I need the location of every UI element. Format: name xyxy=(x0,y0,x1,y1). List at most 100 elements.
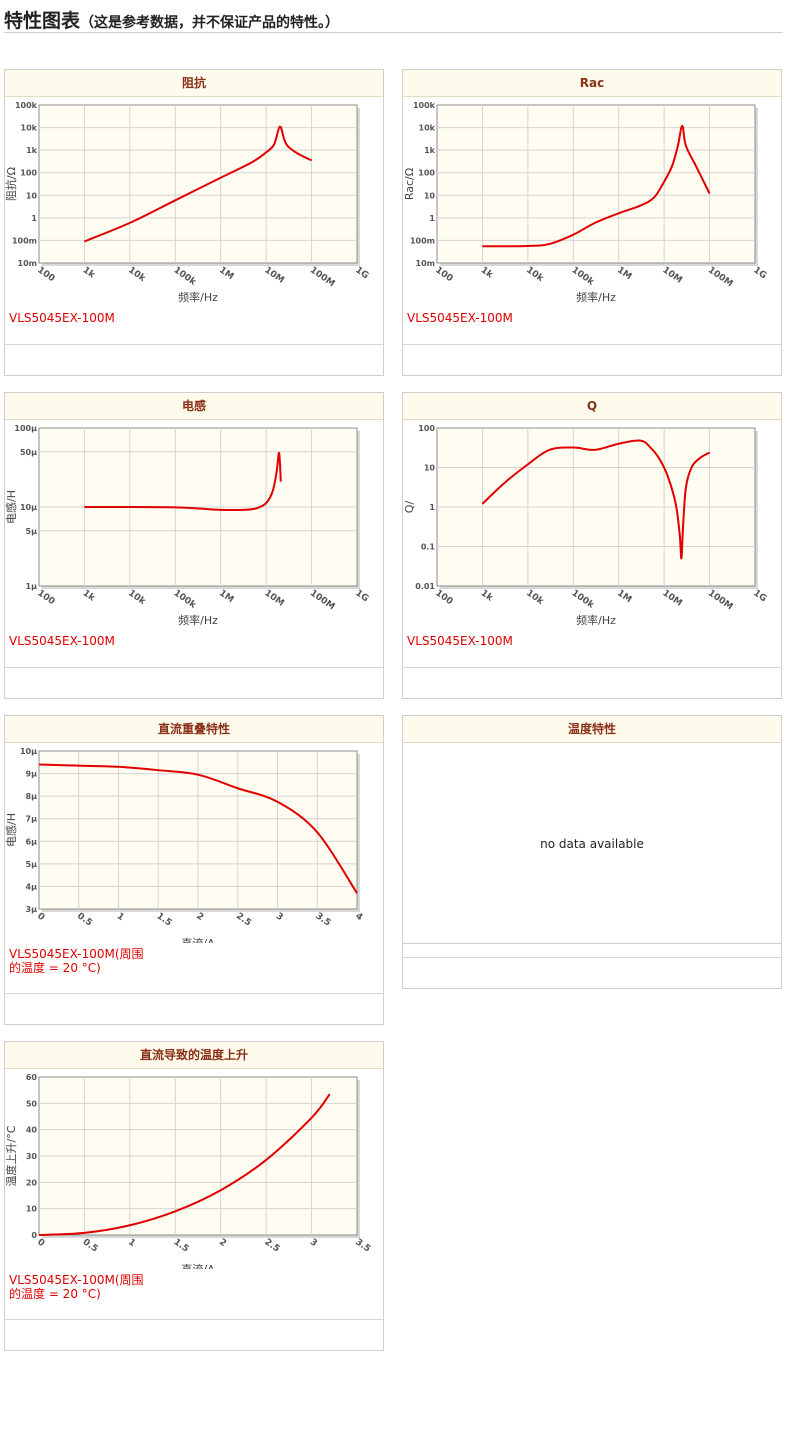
card-title: 温度特性 xyxy=(403,716,781,743)
y-tick-label: 60 xyxy=(26,1073,38,1082)
x-tick-label: 100M xyxy=(706,588,734,612)
x-tick-label: 3 xyxy=(308,1237,319,1249)
y-tick-label: 20 xyxy=(26,1178,38,1187)
x-tick-label: 100M xyxy=(308,265,336,289)
card-title: Rac xyxy=(403,70,781,97)
chart-card-rac: Rac 100 1k 10k 100k 1M 10M 100M 1G 10m 100m 1 10 100… xyxy=(402,69,782,376)
chart-caption: VLS5045EX-100M xyxy=(407,311,513,325)
y-tick-label: 10m xyxy=(18,259,37,268)
x-tick-label: 0 xyxy=(35,1237,46,1249)
page-subtitle: （这是参考数据，并不保证产品的特性。） xyxy=(80,15,340,31)
page-header: 特性图表（这是参考数据，并不保证产品的特性。） xyxy=(4,6,783,33)
y-tick-label: 1 xyxy=(429,214,435,223)
y-tick-label: 10k xyxy=(21,124,38,133)
y-tick-label: 10 xyxy=(26,191,38,200)
y-tick-label: 1 xyxy=(429,503,435,512)
y-tick-label: 5μ xyxy=(26,527,38,536)
x-tick-label: 10M xyxy=(262,265,285,286)
x-tick-label: 100k xyxy=(172,588,199,611)
y-tick-label: 100 xyxy=(418,424,435,433)
x-tick-label: 1.5 xyxy=(172,1237,191,1254)
y-tick-label: 10 xyxy=(424,464,436,473)
x-tick-label: 1k xyxy=(81,588,98,604)
x-tick-label: 100 xyxy=(433,588,454,607)
series-line xyxy=(38,763,358,894)
chart-caption: VLS5045EX-100M xyxy=(9,634,115,648)
x-tick-label: 0.5 xyxy=(81,1237,100,1254)
x-axis-label: 直流/A xyxy=(181,936,215,943)
x-tick-label: 2 xyxy=(194,911,205,923)
chart-card-temp-char: 温度特性 no data available xyxy=(402,715,782,989)
x-tick-label: 1 xyxy=(126,1237,137,1249)
y-tick-label: 5μ xyxy=(26,860,38,869)
x-tick-label: 10M xyxy=(660,588,683,609)
x-tick-label: 100 xyxy=(35,265,56,284)
series-line xyxy=(84,125,313,243)
card-footer xyxy=(5,1319,383,1350)
card-footer xyxy=(5,993,383,1024)
y-tick-label: 10 xyxy=(424,191,436,200)
x-tick-label: 100k xyxy=(570,265,597,288)
card-footer xyxy=(403,957,781,988)
x-tick-label: 4 xyxy=(353,911,364,923)
x-tick-label: 3.5 xyxy=(314,911,333,928)
grid-lines xyxy=(39,1077,357,1235)
plot-area xyxy=(38,104,358,264)
y-tick-label: 0.01 xyxy=(415,582,435,591)
x-tick-label: 10k xyxy=(524,588,546,607)
chart-rac: 100 1k 10k 100k 1M 10M 100M 1G 10m 100m 1 10 100 1k 10… xyxy=(403,101,768,304)
y-axis-label: 电感/H xyxy=(5,490,18,524)
x-tick-label: 1 xyxy=(115,911,126,923)
y-tick-label: 50 xyxy=(26,1099,38,1108)
x-axis-label: 直流/A xyxy=(181,1262,215,1269)
x-tick-label: 2.5 xyxy=(234,911,253,928)
no-data-panel: no data available xyxy=(403,743,781,944)
chart-card-inductance: 电感 100 1k 10k 100k 1M 10M 100M 1G 1μ 5μ 10μ 50μ 100μ… xyxy=(4,392,384,699)
y-tick-label: 6μ xyxy=(26,837,38,846)
card-title: 电感 xyxy=(5,393,383,420)
chart-caption: VLS5045EX-100M xyxy=(9,311,115,325)
x-tick-label: 0.5 xyxy=(75,911,94,928)
page-title: 特性图表 xyxy=(4,10,81,32)
x-tick-label: 3.5 xyxy=(353,1237,372,1254)
grid-lines xyxy=(39,751,357,909)
plot-area xyxy=(436,104,756,264)
x-tick-label: 10M xyxy=(262,588,285,609)
y-axis-label: Rac/Ω xyxy=(403,168,416,200)
card-footer xyxy=(5,667,383,698)
grid-lines xyxy=(39,105,357,263)
y-tick-label: 0.1 xyxy=(421,543,436,552)
y-tick-label: 0 xyxy=(31,1231,37,1240)
y-tick-label: 10 xyxy=(26,1205,38,1214)
x-tick-label: 1M xyxy=(217,265,235,282)
x-tick-label: 1G xyxy=(353,265,370,281)
x-tick-label: 10k xyxy=(126,265,148,284)
chart-card-dc-bias: 直流重叠特性 0 0.5 1 1.5 2 2.5 3 3.5 4 3μ 4μ 5μ 6μ 7μ 8μ 9μ 10… xyxy=(4,715,384,1025)
chart-impedance: 100 1k 10k 100k 1M 10M 100M 1G 10m 100m 1 10 100 1k 10… xyxy=(4,101,370,304)
card-footer xyxy=(403,344,781,375)
y-tick-label: 100 xyxy=(418,169,435,178)
x-tick-label: 100M xyxy=(308,588,336,612)
x-tick-label: 1G xyxy=(751,588,768,604)
y-tick-label: 100m xyxy=(12,236,37,245)
x-tick-label: 10M xyxy=(660,265,683,286)
x-tick-label: 100 xyxy=(35,588,56,607)
x-axis-label: 频率/Hz xyxy=(576,613,616,627)
x-tick-label: 10k xyxy=(126,588,148,607)
y-axis-label: 阻抗/Ω xyxy=(5,167,18,201)
y-tick-label: 10m xyxy=(416,259,435,268)
chart-dc-bias: 0 0.5 1 1.5 2 2.5 3 3.5 4 3μ 4μ 5μ 6μ 7μ 8μ 9μ 10μ 直流/A 电感… xyxy=(5,747,364,950)
y-tick-label: 40 xyxy=(26,1126,38,1135)
x-tick-label: 2.5 xyxy=(262,1237,281,1254)
y-tick-label: 30 xyxy=(26,1152,38,1161)
y-tick-label: 100m xyxy=(410,236,435,245)
x-tick-label: 2 xyxy=(217,1237,228,1249)
x-axis-label: 频率/Hz xyxy=(576,290,616,304)
y-tick-label: 100 xyxy=(20,169,37,178)
y-axis-label: Q/ xyxy=(403,501,416,514)
x-tick-label: 1M xyxy=(615,588,633,605)
y-tick-label: 1 xyxy=(31,214,37,223)
no-data-message: no data available xyxy=(540,837,644,851)
y-axis-label: 温度上升/°C xyxy=(5,1125,18,1186)
x-tick-label: 10k xyxy=(524,265,546,284)
